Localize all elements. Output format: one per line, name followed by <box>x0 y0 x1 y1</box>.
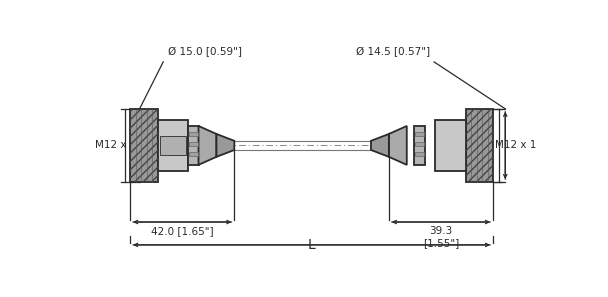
Bar <box>188 142 198 146</box>
Bar <box>435 120 466 170</box>
Text: Ø 14.5 [0.57"]: Ø 14.5 [0.57"] <box>356 47 430 57</box>
Bar <box>188 132 198 137</box>
Text: M12 x 1: M12 x 1 <box>496 140 537 150</box>
Bar <box>466 109 493 182</box>
Text: M12 x 1: M12 x 1 <box>95 140 136 150</box>
Text: L: L <box>308 238 316 252</box>
Bar <box>415 132 424 137</box>
Polygon shape <box>389 126 407 165</box>
Bar <box>130 109 157 182</box>
Bar <box>466 109 493 182</box>
Bar <box>130 109 157 182</box>
Bar <box>414 126 424 165</box>
Bar <box>160 136 186 154</box>
Polygon shape <box>198 126 216 165</box>
Text: 42.0 [1.65"]: 42.0 [1.65"] <box>151 226 213 236</box>
Bar <box>415 151 424 156</box>
Text: 39.3
[1.55"]: 39.3 [1.55"] <box>423 226 459 248</box>
Bar <box>188 151 198 156</box>
Polygon shape <box>371 134 389 157</box>
Text: Ø 15.0 [0.59"]: Ø 15.0 [0.59"] <box>168 47 242 57</box>
Polygon shape <box>216 134 234 157</box>
Bar <box>157 120 188 170</box>
Bar <box>188 126 198 165</box>
Bar <box>415 142 424 146</box>
